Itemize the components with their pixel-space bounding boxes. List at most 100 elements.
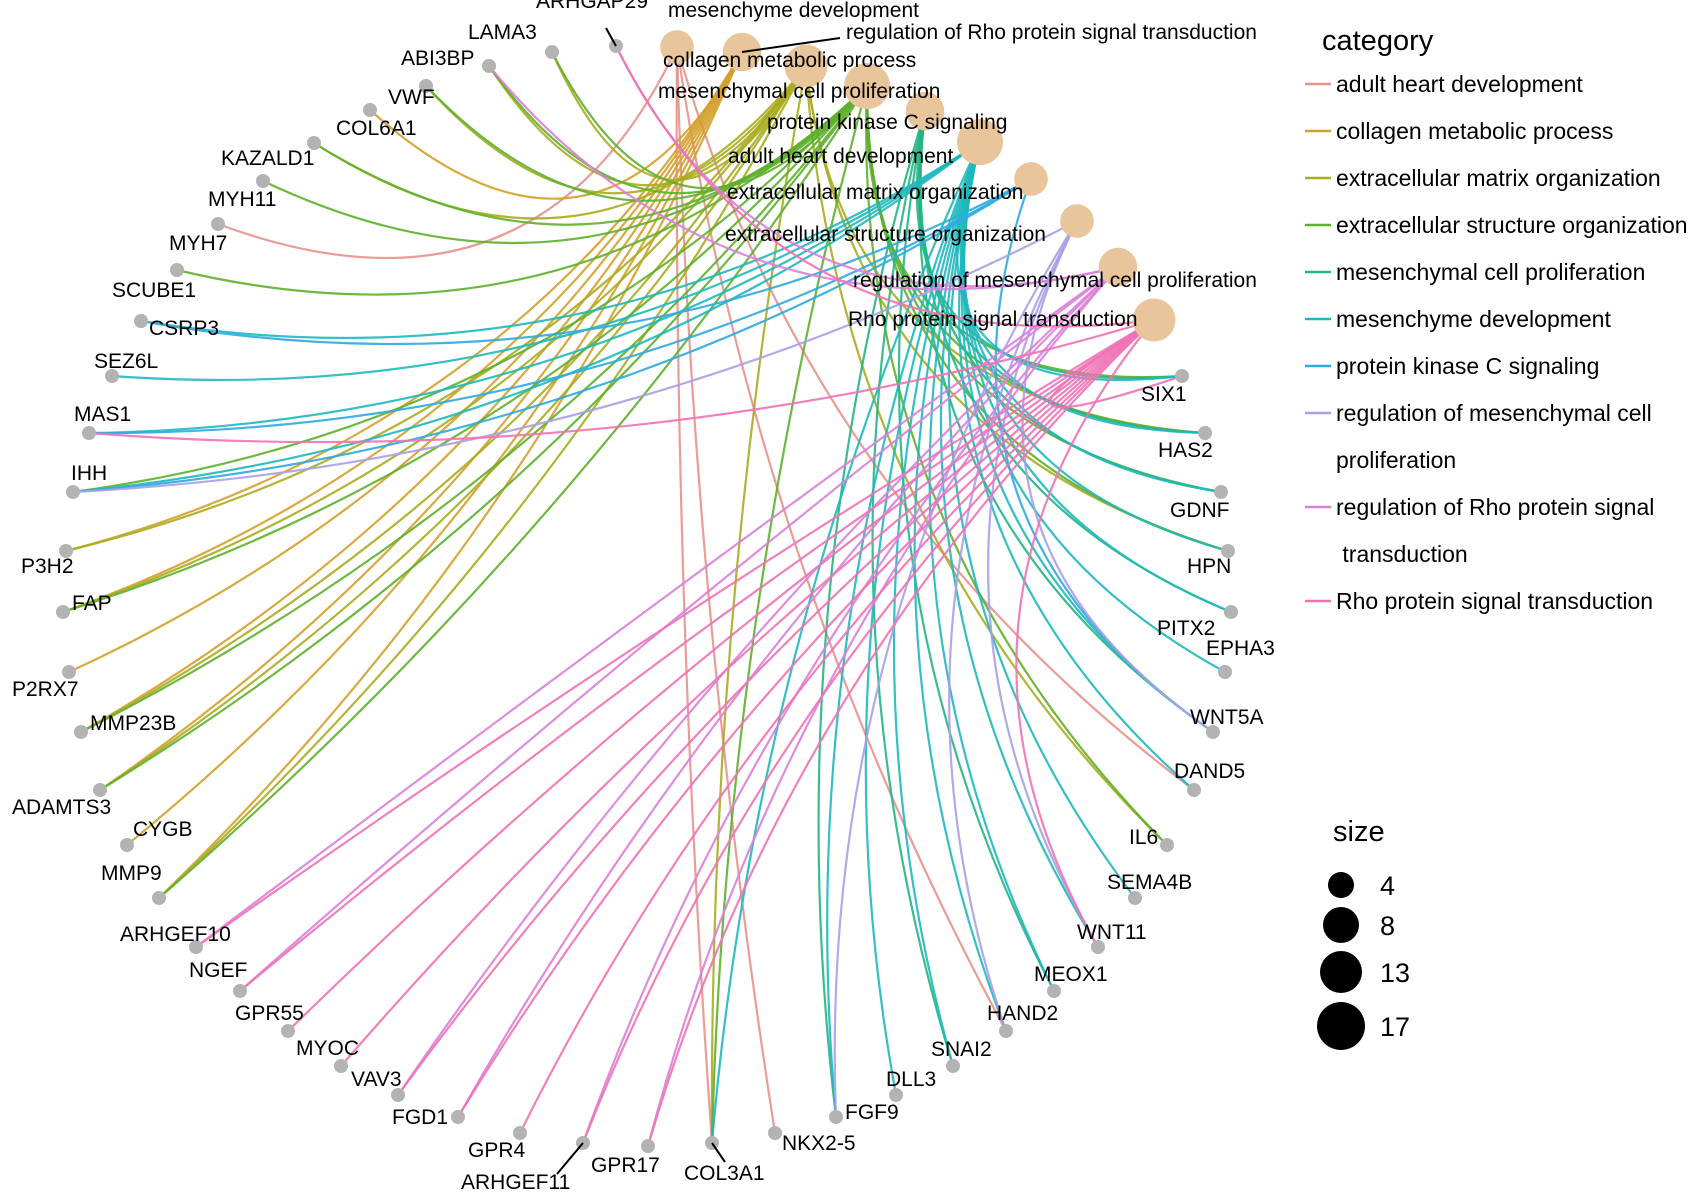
legend-label-protein-kinase-c-signaling: protein kinase C signaling bbox=[1336, 353, 1599, 379]
edge-extracellular-matrix-organization-col3a1 bbox=[710, 65, 808, 1144]
gene-label-scube1: SCUBE1 bbox=[112, 279, 196, 302]
gene-node-p3h2 bbox=[59, 544, 73, 558]
gene-label-six1: SIX1 bbox=[1141, 383, 1187, 406]
gene-node-adamts3 bbox=[93, 783, 107, 797]
legend-size-circle-4 bbox=[1328, 872, 1354, 898]
edge-mesenchyme-development-dll3 bbox=[864, 141, 982, 1096]
gene-label-p3h2: P3H2 bbox=[21, 555, 74, 578]
edge-extracellular-structure-organization-mmp23b bbox=[80, 85, 868, 733]
category-label-extracellular-structure-organization: extracellular structure organization bbox=[725, 223, 1046, 246]
edge-adult-heart-development-myh7 bbox=[217, 46, 678, 260]
edge-collagen-metabolic-process-fap bbox=[62, 51, 743, 614]
gene-label-meox1: MEOX1 bbox=[1034, 963, 1108, 986]
edge-extracellular-matrix-organization-lama3 bbox=[550, 51, 807, 181]
category-label-regulation-of-mesenchymal-cell-proliferation: regulation of mesenchymal cell prolifera… bbox=[853, 269, 1257, 292]
edge-rho-protein-signal-transduction-myoc bbox=[340, 319, 1155, 1067]
edge-mesenchyme-development-hand2 bbox=[913, 141, 1008, 1032]
gene-node-myh11 bbox=[256, 174, 270, 188]
gene-node-dand5 bbox=[1187, 783, 1201, 797]
edge-mesenchyme-development-snai2 bbox=[892, 141, 982, 1067]
legend-category-items: adult heart development collagen metaboli… bbox=[1305, 71, 1688, 614]
category-label-extracellular-matrix-organization: extracellular matrix organization bbox=[727, 181, 1023, 204]
gene-label-cygb: CYGB bbox=[133, 818, 193, 841]
edge-mesenchymal-cell-proliferation-meox1 bbox=[897, 110, 1055, 992]
edge-mesenchyme-development-csrp3 bbox=[140, 141, 981, 340]
edge-mesenchyme-development-dand5 bbox=[958, 141, 1195, 791]
gene-label-fgf9: FGF9 bbox=[845, 1101, 899, 1124]
edge-extracellular-structure-organization-mmp9 bbox=[158, 85, 868, 899]
edge-protein-kinase-c-signaling-csrp3 bbox=[140, 178, 1032, 346]
gene-label-sema4b: SEMA4B bbox=[1107, 871, 1192, 894]
legend-label-collagen-metabolic-process: collagen metabolic process bbox=[1336, 118, 1613, 144]
edge-rho-protein-signal-transduction-wnt11 bbox=[1015, 319, 1155, 948]
edge-layer bbox=[62, 45, 1232, 1147]
edge-regulation-of-rho-protein-signal-transduction-ngef bbox=[239, 266, 1119, 992]
category-node-extracellular-matrix-organization bbox=[784, 44, 828, 88]
category-label-mesenchymal-cell-proliferation: mesenchymal cell proliferation bbox=[658, 80, 940, 103]
gene-node-dll3 bbox=[889, 1088, 903, 1102]
legend-size-label-8: 8 bbox=[1380, 911, 1395, 941]
legend-label-mesenchyme-development: mesenchyme development bbox=[1336, 306, 1611, 332]
gene-label-ihh: IHH bbox=[71, 462, 107, 485]
gene-node-nkx2-5 bbox=[768, 1126, 782, 1140]
legend-category-title: category bbox=[1322, 25, 1434, 57]
edge-collagen-metabolic-process-p2rx7 bbox=[68, 51, 743, 673]
gene-node-abi3bp bbox=[482, 59, 496, 73]
legend-label-mesenchymal-cell-proliferation: mesenchymal cell proliferation bbox=[1336, 259, 1645, 285]
gene-node-col6a1 bbox=[363, 103, 377, 117]
gene-label-myh7: MYH7 bbox=[169, 232, 227, 255]
gene-label-fgd1: FGD1 bbox=[392, 1106, 448, 1129]
edge-extracellular-matrix-organization-il6 bbox=[804, 65, 1168, 846]
legend-size-circle-17 bbox=[1317, 1002, 1365, 1050]
gene-node-snai2 bbox=[946, 1059, 960, 1073]
edge-extracellular-structure-organization-ihh bbox=[72, 85, 868, 494]
edge-regulation-of-mesenchymal-cell-proliferation-wnt5a bbox=[1021, 220, 1214, 733]
category-node-regulation-of-rho-protein-signal-transduction bbox=[1098, 247, 1138, 287]
gene-label-p2rx7: P2RX7 bbox=[12, 678, 79, 701]
gene-label-ngef: NGEF bbox=[189, 959, 247, 982]
category-node-extracellular-structure-organization bbox=[844, 63, 890, 109]
category-node-rho-protein-signal-transduction bbox=[1132, 298, 1176, 342]
gene-node-mmp23b bbox=[74, 725, 88, 739]
gene-node-csrp3 bbox=[134, 314, 148, 328]
edge-rho-protein-signal-transduction-ngef bbox=[239, 319, 1155, 992]
gene-node-p2rx7 bbox=[62, 665, 76, 679]
edge-mesenchyme-development-mas1 bbox=[88, 141, 981, 435]
edge-extracellular-structure-organization-adamts3 bbox=[99, 85, 868, 791]
gene-label-gpr4: GPR4 bbox=[468, 1139, 526, 1162]
edge-collagen-metabolic-process-col6a1 bbox=[369, 51, 743, 200]
category-node-regulation-of-mesenchymal-cell-proliferation bbox=[1060, 204, 1094, 238]
gene-label-mmp23b: MMP23B bbox=[90, 712, 176, 735]
gene-node-vav3 bbox=[391, 1088, 405, 1102]
gene-node-wnt11 bbox=[1091, 940, 1105, 954]
gene-node-cygb bbox=[120, 838, 134, 852]
edge-extracellular-matrix-organization-fap bbox=[62, 65, 807, 614]
gene-node-gpr17 bbox=[641, 1139, 655, 1153]
edge-extracellular-structure-organization-myh11 bbox=[262, 85, 868, 244]
legend-label-regulation-of-rho-protein-signal-transduction-line2: transduction bbox=[1336, 541, 1468, 567]
gene-node-wnt5a bbox=[1206, 725, 1220, 739]
gene-label-gpr55: GPR55 bbox=[235, 1002, 304, 1025]
gene-label-gdnf: GDNF bbox=[1170, 499, 1230, 522]
edge-rho-protein-signal-transduction-fgd1 bbox=[457, 319, 1155, 1118]
legend-label-regulation-of-mesenchymal-cell-proliferation: regulation of mesenchymal cell bbox=[1336, 400, 1652, 426]
edge-regulation-of-rho-protein-signal-transduction-vav3 bbox=[397, 266, 1119, 1096]
edge-mesenchyme-development-meox1 bbox=[928, 141, 1055, 992]
gene-node-layer bbox=[56, 39, 1238, 1153]
gene-label-col3a1: COL3A1 bbox=[684, 1162, 765, 1185]
gene-label-sez6l: SEZ6L bbox=[94, 350, 158, 373]
gene-node-lama3 bbox=[545, 45, 559, 59]
gene-node-ihh bbox=[66, 485, 80, 499]
gene-node-gpr55 bbox=[281, 1024, 295, 1038]
edge-extracellular-structure-organization-scube1 bbox=[176, 85, 868, 296]
gene-label-vwf: VWF bbox=[388, 86, 435, 109]
gene-label-mas1: MAS1 bbox=[74, 403, 131, 426]
gene-label-lama3: LAMA3 bbox=[468, 21, 537, 44]
edge-regulation-of-rho-protein-signal-transduction-abi3bp bbox=[488, 65, 1119, 291]
legend-label-regulation-of-rho-protein-signal-transduction: regulation of Rho protein signal bbox=[1336, 494, 1654, 520]
edge-mesenchyme-development-sema4b bbox=[947, 141, 1136, 899]
legend-label-extracellular-matrix-organization: extracellular matrix organization bbox=[1336, 165, 1661, 191]
gene-node-gdnf bbox=[1214, 485, 1228, 499]
